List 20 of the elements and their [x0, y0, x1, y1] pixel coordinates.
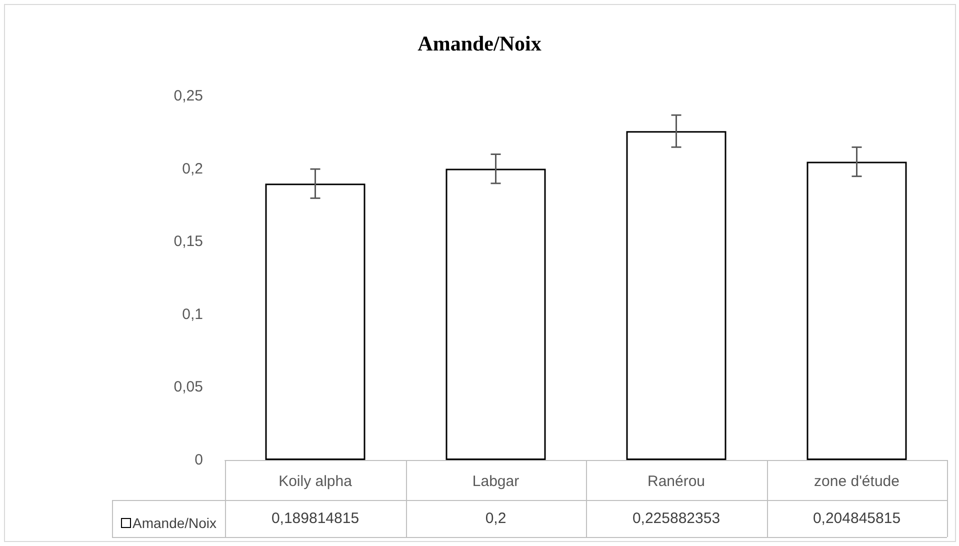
data-label: 0,2: [485, 510, 506, 527]
y-tick-label: 0: [194, 452, 203, 468]
chart-title: Amande/Noix: [418, 32, 542, 56]
x-tick-label: Koily alpha: [278, 473, 353, 490]
data-label: 0,204845815: [812, 510, 901, 527]
y-tick-label: 0,1: [182, 306, 203, 323]
y-tick-label: 0,2: [182, 160, 203, 178]
x-tick-label: zone d'étude: [814, 473, 900, 490]
bar: [446, 168, 546, 460]
x-tick-label: Ranérou: [647, 473, 706, 490]
y-tick-label: 0,15: [174, 233, 203, 250]
y-tick-label: 0,25: [174, 88, 203, 104]
bar: [265, 184, 366, 460]
legend-label: Amande/Noix: [132, 515, 217, 531]
data-label: 0,189814815: [271, 510, 360, 527]
data-label: 0,225882353: [632, 510, 720, 527]
bar: [626, 131, 726, 460]
x-tick-label: Labgar: [472, 473, 520, 490]
bar: [806, 162, 907, 460]
y-tick-label: 0,05: [174, 378, 203, 396]
